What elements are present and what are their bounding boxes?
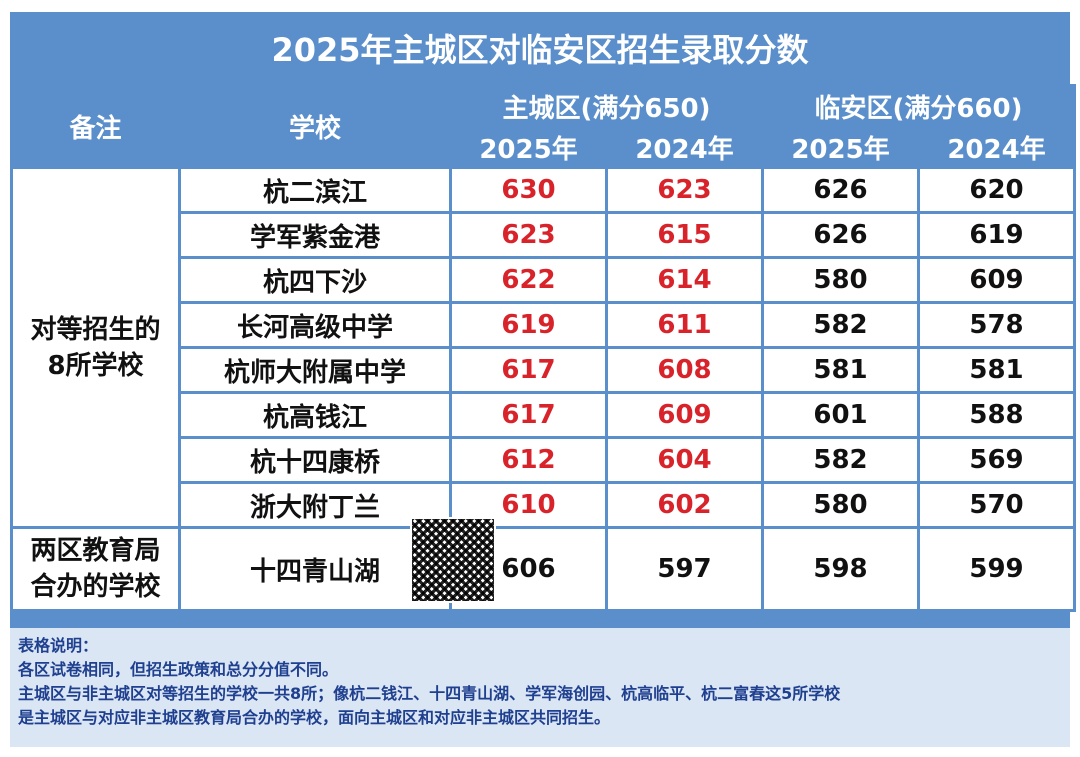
- header-main-2024: 2024年: [608, 128, 761, 166]
- score-cell: 604: [608, 439, 761, 481]
- header-main-district: 主城区(满分650): [452, 87, 761, 125]
- score-cell: 602: [608, 484, 761, 526]
- score-cell: 623: [452, 214, 605, 256]
- score-cell: 609: [608, 394, 761, 436]
- score-cell: 582: [764, 304, 917, 346]
- score-cell: 622: [452, 259, 605, 301]
- notes-line: 各区试卷相同，但招生政策和总分分值不同。: [18, 660, 339, 679]
- notes-line: 主城区与非主城区对等招生的学校一共8所；像杭二钱江、十四青山湖、学军海创园、杭高…: [18, 684, 841, 703]
- school-name-cell: 杭四下沙: [181, 259, 449, 301]
- score-cell: 581: [764, 349, 917, 391]
- score-cell: 630: [452, 169, 605, 211]
- score-cell: 581: [920, 349, 1073, 391]
- group-label: 两区教育局合办的学校: [13, 529, 178, 609]
- score-cell: 617: [452, 349, 605, 391]
- score-cell: 619: [920, 214, 1073, 256]
- score-cell: 582: [764, 439, 917, 481]
- score-cell: 569: [920, 439, 1073, 481]
- score-cell: 608: [608, 349, 761, 391]
- score-cell: 612: [452, 439, 605, 481]
- school-name-cell: 杭高钱江: [181, 394, 449, 436]
- score-cell: 617: [452, 394, 605, 436]
- page-title: 2025年主城区对临安区招生录取分数: [10, 12, 1070, 84]
- score-cell: 580: [764, 259, 917, 301]
- header-note: 备注: [13, 87, 178, 166]
- table-notes: 表格说明： 各区试卷相同，但招生政策和总分分值不同。 主城区与非主城区对等招生的…: [10, 628, 1070, 747]
- header-main-2025: 2025年: [452, 128, 605, 166]
- header-linan-2024: 2024年: [920, 128, 1073, 166]
- school-name-cell: 杭十四康桥: [181, 439, 449, 481]
- score-cell: 609: [920, 259, 1073, 301]
- score-cell: 614: [608, 259, 761, 301]
- school-name-cell: 长河高级中学: [181, 304, 449, 346]
- qr-code-icon: [410, 517, 496, 603]
- score-cell: 615: [608, 214, 761, 256]
- score-cell: 626: [764, 169, 917, 211]
- score-cell: 578: [920, 304, 1073, 346]
- group-label-line: 8所学校: [47, 350, 144, 381]
- school-name-cell: 杭师大附属中学: [181, 349, 449, 391]
- score-cell: 599: [920, 529, 1073, 609]
- score-cell: 619: [452, 304, 605, 346]
- group-label-line: 两区教育局: [30, 536, 161, 566]
- school-name-cell: 十四青山湖: [181, 529, 449, 609]
- score-cell: 620: [920, 169, 1073, 211]
- group-label-line: 合办的学校: [30, 572, 161, 602]
- school-name-cell: 学军紫金港: [181, 214, 449, 256]
- school-name-cell: 杭二滨江: [181, 169, 449, 211]
- score-table-figure: 2025年主城区对临安区招生录取分数 备注 学校 主城区(满分650) 临安区(…: [10, 12, 1076, 747]
- score-cell: 588: [920, 394, 1073, 436]
- header-linan-district: 临安区(满分660): [764, 87, 1073, 125]
- score-cell: 601: [764, 394, 917, 436]
- group-label: 对等招生的 8所学校: [13, 169, 178, 526]
- score-table: 备注 学校 主城区(满分650) 临安区(满分660) 2025年 2024年 …: [10, 84, 1076, 612]
- school-name-cell: 浙大附丁兰: [181, 484, 449, 526]
- group-label-line: 对等招生的: [30, 314, 161, 345]
- score-cell: 626: [764, 214, 917, 256]
- score-cell: 598: [764, 529, 917, 609]
- notes-line: 表格说明：: [18, 636, 99, 655]
- score-cell: 623: [608, 169, 761, 211]
- score-cell: 597: [608, 529, 761, 609]
- header-school: 学校: [181, 87, 449, 166]
- score-cell: 611: [608, 304, 761, 346]
- header-linan-2025: 2025年: [764, 128, 917, 166]
- score-cell: 580: [764, 484, 917, 526]
- notes-line: 是主城区与对应非主城区教育局合办的学校，面向主城区和对应非主城区共同招生。: [18, 708, 611, 727]
- score-cell: 570: [920, 484, 1073, 526]
